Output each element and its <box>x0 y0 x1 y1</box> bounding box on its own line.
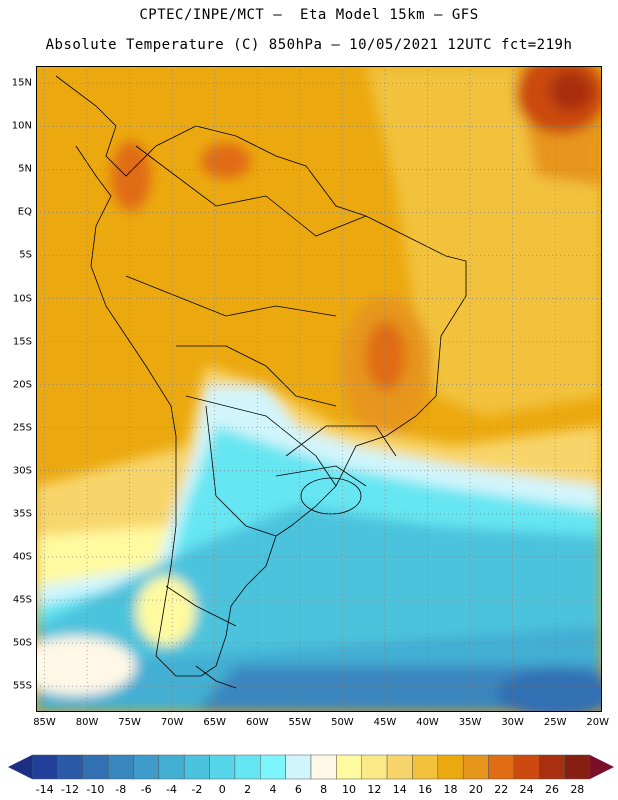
colorbar-swatch <box>462 754 489 780</box>
colorbar-tick-label: -14 <box>35 783 54 796</box>
lat-tick-label: EQ <box>17 206 32 218</box>
lon-tick-label: 45W <box>373 717 397 728</box>
colorbar-tick-label: 24 <box>519 783 534 796</box>
colorbar-swatch <box>310 754 337 780</box>
colorbar-swatch <box>386 754 413 780</box>
lon-tick-label: 30W <box>501 717 524 728</box>
colorbar-tick-label: 0 <box>218 783 226 796</box>
colorbar-tick-label: 28 <box>570 783 585 796</box>
lat-tick-label: 35S <box>12 508 32 520</box>
lon-tick-label: 85W <box>33 717 56 728</box>
lat-tick-label: 20S <box>12 379 32 391</box>
colorbar-tick-label: -10 <box>86 783 105 796</box>
lat-tick-label: 10N <box>11 120 32 132</box>
colorbar-swatch <box>488 754 515 780</box>
colorbar-tick-label: -12 <box>61 783 80 796</box>
colorbar-tick-label: 12 <box>367 783 382 796</box>
colorbar-swatch <box>513 754 540 780</box>
lon-tick-label: 75W <box>118 717 141 728</box>
colorbar-swatch <box>336 754 362 780</box>
colorbar-tick-label: 18 <box>443 783 458 796</box>
colorbar-max-arrow <box>590 755 614 779</box>
colorbar-swatch <box>361 754 388 780</box>
lat-tick-label: 50S <box>12 637 32 649</box>
colorbar-swatch <box>57 754 83 780</box>
lat-tick-label: 25S <box>12 422 32 434</box>
lon-tick-label: 70W <box>160 717 184 728</box>
colorbar-tick-label: 20 <box>468 783 483 796</box>
colorbar-swatch <box>539 754 565 780</box>
lon-tick-label: 65W <box>203 717 227 728</box>
colorbar-tick-label: 2 <box>244 783 252 796</box>
colorbar-tick-label: -4 <box>166 783 177 796</box>
colorbar-tick-label: 8 <box>320 783 328 796</box>
lon-tick-label: 55W <box>288 717 312 728</box>
colorbar-tick-label: 14 <box>392 783 407 796</box>
colorbar-swatch <box>234 754 261 780</box>
colorbar-swatch <box>158 754 185 780</box>
colorbar-min-arrow <box>8 755 32 779</box>
map-title-line-2: Absolute Temperature (C) 850hPa – 10/05/… <box>45 37 573 53</box>
colorbar-tick-label: -2 <box>191 783 203 796</box>
lon-tick-label: 35W <box>458 717 482 728</box>
colorbar-tick-label: 16 <box>418 783 433 796</box>
coastlines <box>55 75 467 689</box>
lat-tick-label: 55S <box>12 680 32 692</box>
lat-tick-label: 45S <box>12 594 32 606</box>
lon-tick-label: 40W <box>416 717 439 728</box>
lat-tick-label: 5S <box>19 249 32 261</box>
colorbar-swatch <box>82 754 109 780</box>
temperature-field <box>36 66 602 712</box>
colorbar-tick-label: -8 <box>115 783 127 796</box>
colorbar-swatch <box>412 754 439 780</box>
lat-tick-label: 5N <box>18 163 32 175</box>
lon-tick-label: 60W <box>245 717 269 728</box>
temperature-colorbar <box>8 754 614 780</box>
colorbar-tick-label: 22 <box>494 783 509 796</box>
lon-tick-label: 25W <box>543 717 567 728</box>
lat-tick-label: 30S <box>12 465 32 477</box>
colorbar-tick-label: -6 <box>140 783 152 796</box>
lat-tick-label: 40S <box>12 551 32 563</box>
temperature-map <box>36 66 602 712</box>
colorbar-tick-label: 10 <box>342 783 357 796</box>
map-border <box>36 66 602 712</box>
colorbar-swatch <box>260 754 286 780</box>
lat-tick-label: 15N <box>11 77 32 89</box>
lon-tick-label: 80W <box>75 717 99 728</box>
map-title-line-1: CPTEC/INPE/MCT – Eta Model 15km – GFS <box>139 7 479 23</box>
colorbar-swatch <box>107 754 134 780</box>
colorbar-swatch <box>564 754 591 780</box>
lon-tick-label: 20W <box>586 717 610 728</box>
colorbar-tick-label: 6 <box>294 783 302 796</box>
colorbar-swatch <box>209 754 236 780</box>
lon-tick-label: 50W <box>331 717 354 728</box>
colorbar-swatch <box>437 754 464 780</box>
colorbar-swatch <box>133 754 160 780</box>
colorbar-swatch <box>183 754 210 780</box>
lat-tick-label: 15S <box>12 336 32 348</box>
colorbar-swatch <box>31 754 58 780</box>
colorbar-tick-label: 26 <box>544 783 559 796</box>
lat-tick-label: 10S <box>12 293 32 305</box>
colorbar-tick-label: 4 <box>269 783 277 796</box>
colorbar-swatch <box>285 754 312 780</box>
